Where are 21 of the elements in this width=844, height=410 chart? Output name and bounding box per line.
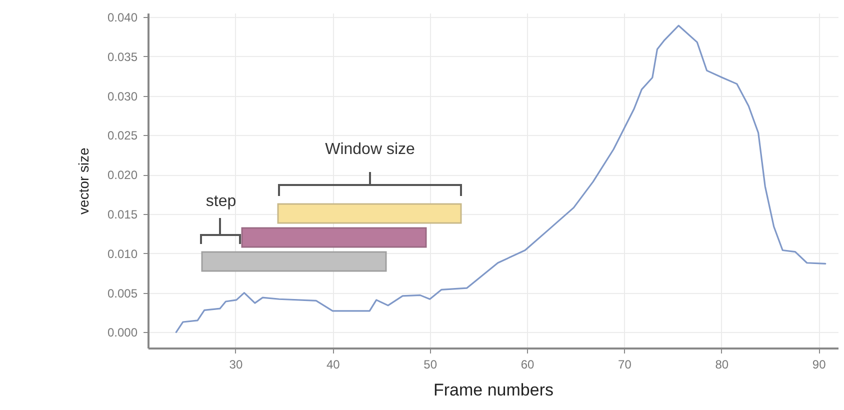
x-tick-label: 70 (618, 358, 632, 372)
y-tick-label: 0.010 (107, 246, 138, 261)
y-tick-label: 0.005 (107, 286, 138, 300)
y-tick-label: 0.015 (107, 208, 138, 222)
y-tick-label: 0.000 (107, 326, 138, 340)
annotation: step (206, 193, 236, 210)
annotation: Window size (325, 141, 415, 158)
y-tick-label: 0.020 (107, 168, 138, 182)
y-tick-label: 0.025 (107, 128, 138, 143)
x-tick-label: 40 (326, 358, 340, 372)
x-tick-label: 80 (715, 358, 729, 372)
x-tick-label: 50 (424, 358, 438, 372)
x-tick-label: 90 (812, 358, 826, 372)
x-axis-title: Frame numbers (434, 380, 554, 400)
x-tick-label: 30 (229, 358, 243, 372)
line-series (175, 24, 826, 334)
x-tick-label: 60 (520, 358, 535, 372)
y-axis-title: vector size (75, 147, 92, 214)
y-tick-label: 0.030 (107, 89, 138, 104)
y-tick-label: 0.040 (107, 10, 138, 24)
y-tick-label: 0.035 (107, 50, 138, 64)
